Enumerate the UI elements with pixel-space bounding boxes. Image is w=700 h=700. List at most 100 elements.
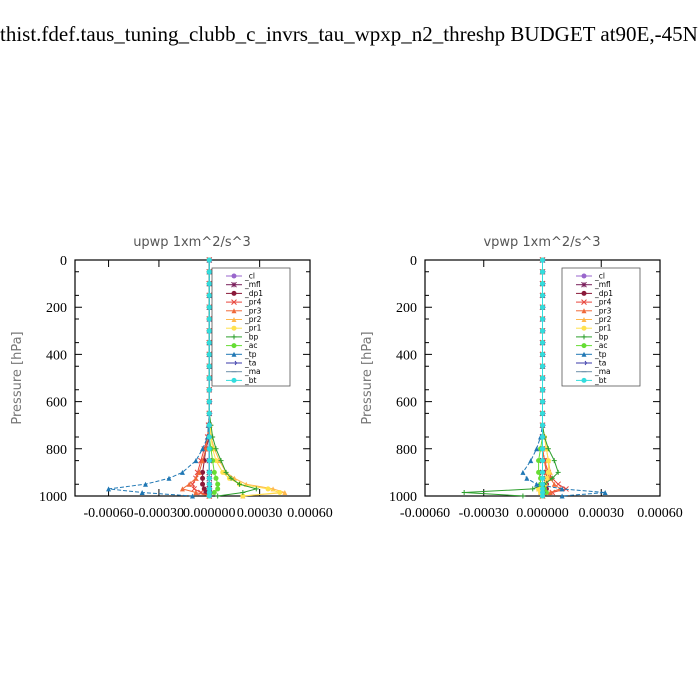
series-marker: [206, 446, 212, 452]
legend-label: _pr4: [244, 298, 262, 307]
series-marker: [602, 489, 608, 495]
series-marker: [206, 469, 212, 475]
x-tick-label: -0.00060: [83, 506, 133, 521]
series-marker: [547, 489, 553, 495]
y-tick-label: 800: [46, 443, 67, 458]
legend-label: _ta: [244, 359, 256, 368]
legend-marker: [231, 273, 237, 279]
series-marker: [282, 489, 288, 495]
series-marker: [540, 410, 545, 416]
series-marker: [520, 469, 526, 475]
series-marker: [215, 486, 221, 492]
series-marker: [200, 475, 206, 481]
legend-label: _ma: [244, 367, 261, 376]
series-marker: [220, 469, 226, 475]
y-tick-label: 600: [46, 396, 67, 411]
series-marker: [545, 469, 551, 475]
series-marker: [186, 481, 192, 487]
y-tick-label: 0: [410, 254, 417, 269]
series-marker: [545, 446, 551, 452]
series-marker: [206, 387, 212, 393]
chart-panel-1: upwp 1xm^2/s^3 Pressure [hPa] 0 200 400 600 80…: [10, 235, 333, 521]
series-marker: [206, 493, 212, 499]
legend-label: _mfl: [244, 280, 261, 289]
series-marker: [545, 458, 551, 464]
series-marker: [206, 481, 212, 487]
series-marker: [540, 434, 545, 440]
series-marker: [190, 493, 195, 499]
series-marker: [206, 434, 212, 440]
legend-label: _pr4: [594, 298, 612, 307]
series-marker: [200, 469, 206, 475]
legend-label: _pr3: [244, 306, 262, 315]
series-marker: [215, 481, 221, 487]
y-axis-label: Pressure [hPa]: [10, 331, 25, 424]
series-marker: [540, 328, 545, 334]
series-marker: [193, 489, 199, 495]
y-tick-label: 400: [396, 348, 417, 363]
legend-box: [561, 267, 641, 387]
chart-title: vpwp 1xm^2/s^3: [483, 235, 600, 250]
legend-marker: [231, 299, 237, 305]
series-marker: [461, 489, 467, 495]
series-marker: [200, 481, 206, 487]
legend-label: _ta: [594, 359, 606, 368]
series-marker: [540, 257, 545, 263]
legend-marker: [581, 343, 587, 349]
series-marker: [540, 399, 545, 405]
series-marker: [106, 486, 112, 492]
series-marker: [540, 486, 545, 492]
series-marker: [206, 340, 212, 346]
series-marker: [193, 458, 199, 464]
series-marker: [206, 399, 212, 405]
legend-label: _ac: [594, 341, 607, 350]
legend-label: _cl: [594, 272, 605, 281]
series-marker: [540, 304, 545, 310]
series-marker: [530, 486, 536, 492]
series-line: [108, 260, 210, 497]
legend-marker: [581, 351, 587, 357]
series-marker: [206, 292, 212, 298]
series-marker: [540, 340, 545, 346]
legend-label: _dp1: [244, 289, 263, 298]
series-marker: [206, 351, 212, 357]
x-tick-label: -0.00060: [400, 506, 450, 521]
legend-label: _ac: [244, 341, 257, 350]
x-tick-label: 0.00060: [287, 506, 333, 521]
legend-label: _pr2: [594, 315, 612, 324]
series-marker: [206, 328, 212, 334]
series-marker: [540, 375, 545, 381]
series-marker: [540, 475, 545, 481]
series-marker: [549, 475, 555, 481]
series-marker: [218, 458, 224, 464]
series-bt: [206, 257, 212, 499]
x-tick-label: 0.00030: [579, 506, 625, 521]
series-marker: [540, 387, 545, 393]
legend-marker: [231, 325, 237, 331]
legend-label: _tp: [244, 350, 257, 359]
y-tick-label: 0: [60, 254, 67, 269]
series-marker: [540, 351, 545, 357]
series-marker: [179, 469, 185, 475]
x-tick-label: -0.00030: [134, 506, 184, 521]
legend-marker: [581, 325, 587, 331]
y-tick-label: 400: [46, 348, 67, 363]
y-tick-label: 1000: [39, 490, 67, 505]
legend-marker: [231, 377, 237, 383]
legend-marker: [231, 308, 237, 314]
series-marker: [228, 475, 234, 481]
series-marker: [534, 481, 540, 487]
legend-marker: [231, 360, 238, 366]
legend-marker: [581, 377, 587, 383]
series-marker: [206, 410, 212, 416]
series-marker: [206, 269, 212, 275]
series-marker: [540, 481, 545, 487]
legend-label: _bp: [244, 332, 259, 341]
series-marker: [223, 469, 229, 475]
series-marker: [206, 363, 212, 369]
series-marker: [540, 458, 545, 464]
series-marker: [543, 489, 549, 495]
series-marker: [211, 469, 217, 475]
y-tick-label: 800: [396, 443, 417, 458]
